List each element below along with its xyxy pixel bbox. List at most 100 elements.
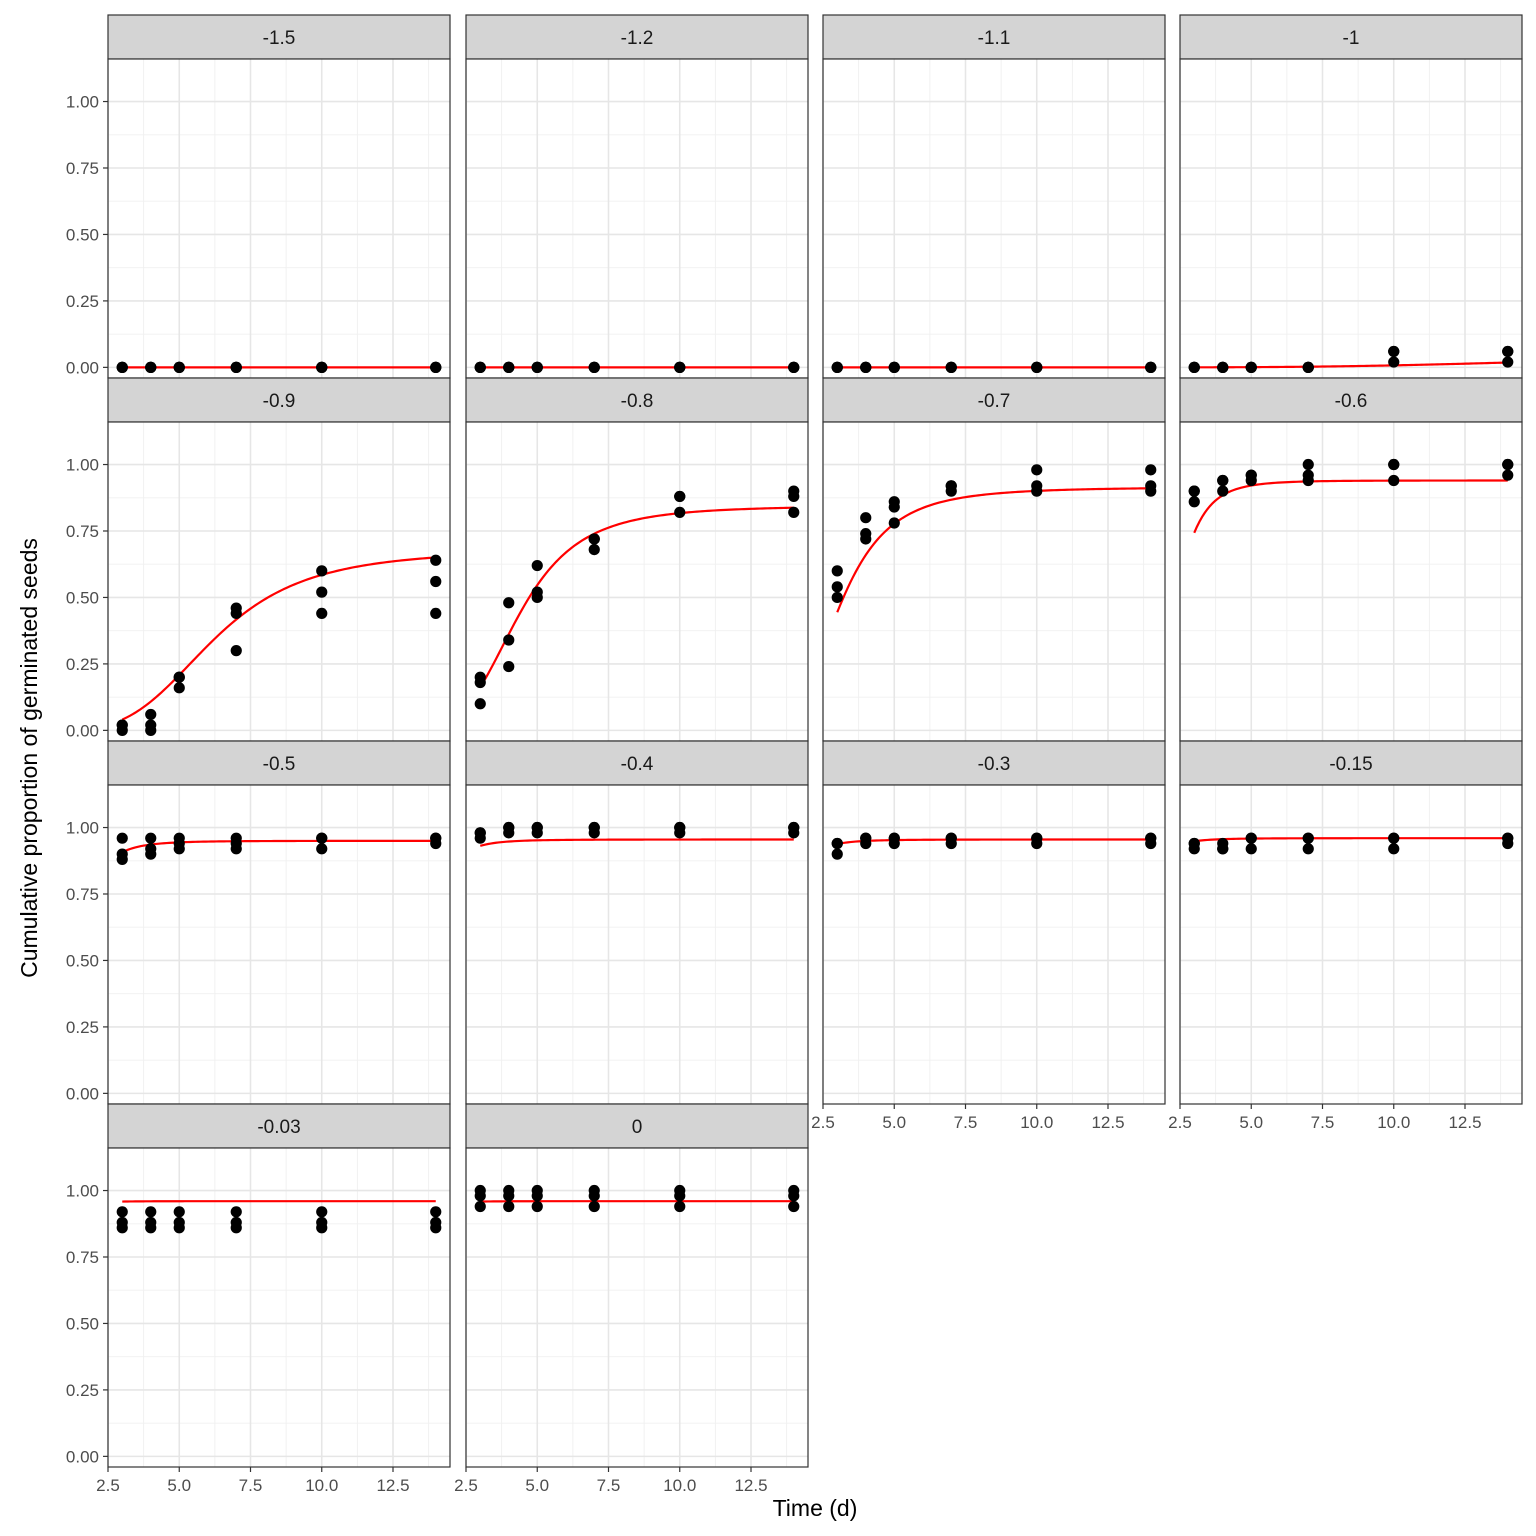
data-point <box>1145 832 1157 844</box>
y-tick-label: 0.50 <box>66 588 99 607</box>
data-point <box>888 496 900 508</box>
x-tick-label: 5.0 <box>525 1476 549 1495</box>
y-tick-label: 0.75 <box>66 159 99 178</box>
y-axis-title: Cumulative proportion of germinated seed… <box>16 538 42 978</box>
data-point <box>316 586 328 598</box>
x-tick-label: 5.0 <box>882 1113 906 1132</box>
facet-strip-label: -0.9 <box>263 391 296 412</box>
x-tick-label: 12.5 <box>1448 1113 1481 1132</box>
facet-panel-2: -1.1 <box>822 14 1166 379</box>
facet-strip-label: -0.6 <box>1335 391 1368 412</box>
y-tick-label: 0.25 <box>66 1018 99 1037</box>
x-tick-label: 7.5 <box>239 1476 263 1495</box>
data-point <box>430 554 442 566</box>
data-point <box>860 361 872 373</box>
panel-background <box>108 1148 450 1467</box>
data-point <box>430 1206 442 1218</box>
facet-strip-label: -1.5 <box>263 28 296 49</box>
facet-strip <box>1179 377 1523 423</box>
data-point <box>173 361 185 373</box>
facet-strip <box>465 14 809 60</box>
facet-panel-11: -0.15 2.5 5.0 7.5 10.0 12.5 <box>1168 740 1523 1132</box>
y-tick-label: 1.00 <box>66 819 99 838</box>
data-point <box>674 1184 686 1197</box>
data-point <box>145 1216 157 1229</box>
data-point <box>588 544 600 556</box>
data-point <box>173 682 185 694</box>
data-point <box>503 1200 515 1213</box>
data-point <box>145 843 157 855</box>
facet-panel-7: -0.6 <box>1179 377 1523 742</box>
data-point <box>474 361 486 373</box>
data-point <box>831 565 843 577</box>
data-point <box>474 1200 486 1213</box>
data-point <box>1145 464 1157 476</box>
x-axis-title: Time (d) <box>773 1495 858 1521</box>
data-point <box>430 361 442 373</box>
data-point <box>116 361 128 373</box>
data-point <box>503 361 515 373</box>
data-point <box>230 602 242 614</box>
facet-strip <box>1179 740 1523 786</box>
facet-panel-4: -0.9 0.00 0.25 0.50 0.75 1.00 <box>66 377 451 742</box>
facet-panel-10: -0.3 2.5 5.0 7.5 10.0 12.5 <box>811 740 1166 1132</box>
data-point <box>531 1184 543 1197</box>
data-point <box>503 821 515 834</box>
panels-layer: -1.5 0.00 0.25 0.50 0.75 1.00 -1.2 -1.1 -1 -0.9 0.… <box>66 14 1523 1495</box>
data-point <box>831 837 843 850</box>
data-point <box>531 1200 543 1213</box>
data-point <box>116 832 128 844</box>
facet-strip-label: -0.15 <box>1329 754 1372 775</box>
x-tick-label: 7.5 <box>1311 1113 1335 1132</box>
data-point <box>674 361 686 373</box>
facet-strip <box>465 1103 809 1149</box>
panel-background <box>466 59 808 378</box>
y-tick-label: 0.50 <box>66 1314 99 1333</box>
facet-panel-5: -0.8 <box>465 377 809 742</box>
panel-border <box>1179 784 1523 1105</box>
data-point <box>788 506 800 518</box>
data-point <box>831 581 843 593</box>
data-point <box>145 1206 157 1218</box>
y-tick-label: 0.25 <box>66 292 99 311</box>
data-point <box>788 1184 800 1197</box>
data-point <box>230 361 242 373</box>
fitted-curve <box>1193 479 1508 534</box>
data-point <box>316 361 328 373</box>
data-point <box>945 832 957 844</box>
facet-panel-13: 0 2.5 5.0 7.5 10.0 12.5 <box>454 1103 809 1495</box>
y-tick-label: 1.00 <box>66 1182 99 1201</box>
data-point <box>1217 474 1229 487</box>
y-tick-label: 0.00 <box>66 358 99 377</box>
x-tick-label: 7.5 <box>597 1476 621 1495</box>
facet-strip <box>822 377 1166 423</box>
panel-border <box>107 1147 451 1468</box>
facet-panel-12: -0.03 0.00 0.25 0.50 0.75 1.00 2.5 5.0 7.5 10.0 12… <box>66 1103 451 1495</box>
data-point <box>230 832 242 844</box>
data-point <box>860 512 872 524</box>
data-point <box>1302 458 1314 471</box>
y-tick-label: 0.25 <box>66 655 99 674</box>
data-point <box>588 361 600 373</box>
data-point <box>173 1206 185 1218</box>
data-point <box>1145 361 1157 373</box>
data-point <box>1245 832 1257 844</box>
data-point <box>1388 843 1400 855</box>
data-point <box>674 1200 686 1213</box>
data-point <box>888 517 900 529</box>
data-point <box>1388 832 1400 844</box>
data-point <box>1245 361 1257 373</box>
data-point <box>316 565 328 577</box>
y-tick-label: 0.75 <box>66 885 99 904</box>
data-point <box>945 480 957 492</box>
data-point <box>1188 361 1200 373</box>
data-point <box>945 361 957 373</box>
x-tick-label: 10.0 <box>305 1476 338 1495</box>
data-point <box>860 528 872 540</box>
data-point <box>788 821 800 834</box>
facet-strip-label: 0 <box>632 1117 643 1138</box>
data-point <box>888 832 900 844</box>
fitted-curve <box>479 838 794 847</box>
panel-background <box>466 785 808 1104</box>
